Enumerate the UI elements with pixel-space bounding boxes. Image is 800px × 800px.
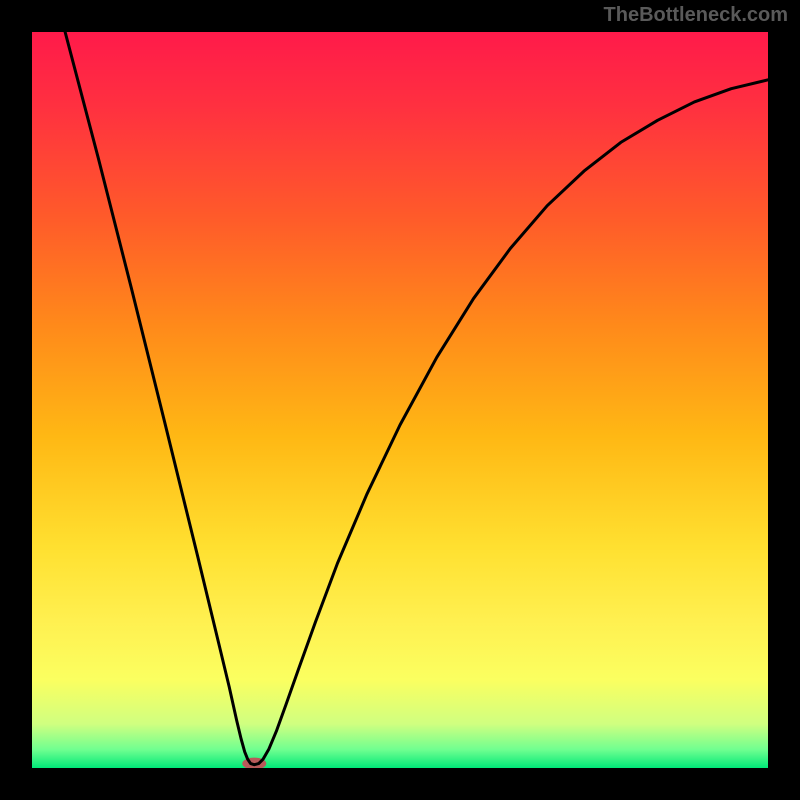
watermark-text: TheBottleneck.com [604,4,788,27]
bottleneck-chart: TheBottleneck.com [0,0,800,800]
gradient-background [32,32,768,768]
chart-svg [0,0,800,800]
